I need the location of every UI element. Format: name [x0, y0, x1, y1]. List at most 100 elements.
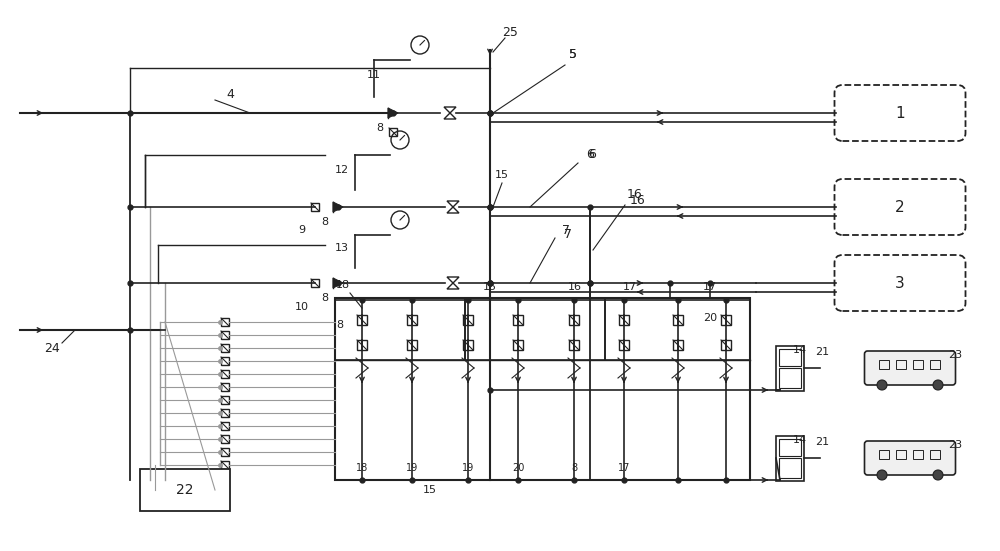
- Bar: [221, 344, 229, 352]
- Text: 7: 7: [562, 224, 570, 236]
- Bar: [221, 318, 229, 326]
- Text: 23: 23: [948, 440, 962, 450]
- Bar: [913, 450, 923, 459]
- Bar: [389, 128, 397, 136]
- Text: 1: 1: [895, 105, 905, 121]
- Text: 7: 7: [564, 229, 572, 241]
- Text: 22: 22: [176, 483, 194, 497]
- Bar: [930, 450, 940, 459]
- Bar: [721, 315, 731, 325]
- Text: 8: 8: [376, 123, 384, 133]
- Bar: [776, 435, 804, 480]
- Text: 16: 16: [630, 193, 646, 207]
- Text: 19: 19: [406, 463, 418, 473]
- Circle shape: [877, 470, 887, 480]
- Bar: [221, 370, 229, 378]
- Bar: [407, 340, 417, 350]
- Text: 18: 18: [356, 463, 368, 473]
- Text: 8: 8: [321, 217, 329, 227]
- Bar: [407, 315, 417, 325]
- Text: 25: 25: [502, 25, 518, 39]
- Text: 5: 5: [569, 48, 577, 62]
- Text: 15: 15: [423, 485, 437, 495]
- Text: 17: 17: [703, 282, 717, 292]
- Text: 8: 8: [571, 463, 577, 473]
- Bar: [513, 315, 523, 325]
- Bar: [221, 396, 229, 404]
- Bar: [779, 368, 801, 387]
- Text: 14: 14: [793, 435, 807, 445]
- Bar: [357, 315, 367, 325]
- Bar: [311, 203, 319, 211]
- Bar: [221, 448, 229, 456]
- Text: 13: 13: [335, 243, 349, 253]
- Text: 3: 3: [895, 276, 905, 290]
- Bar: [721, 340, 731, 350]
- Bar: [569, 340, 579, 350]
- Text: 9: 9: [298, 225, 306, 235]
- Polygon shape: [333, 202, 343, 212]
- Text: 11: 11: [367, 70, 381, 80]
- Circle shape: [933, 380, 943, 390]
- Text: 10: 10: [295, 302, 309, 312]
- Text: 17: 17: [623, 282, 637, 292]
- Bar: [335, 298, 750, 480]
- Text: 15: 15: [495, 170, 509, 180]
- Bar: [879, 360, 889, 369]
- Bar: [673, 340, 683, 350]
- Bar: [335, 298, 465, 360]
- Circle shape: [933, 470, 943, 480]
- Text: 8: 8: [336, 320, 344, 330]
- Text: 17: 17: [618, 463, 630, 473]
- Bar: [465, 298, 605, 360]
- Bar: [779, 439, 801, 456]
- Bar: [221, 357, 229, 365]
- FancyBboxPatch shape: [864, 351, 956, 385]
- Bar: [605, 298, 750, 360]
- Bar: [221, 422, 229, 430]
- Text: 5: 5: [569, 48, 577, 62]
- Polygon shape: [333, 278, 343, 288]
- Text: 23: 23: [948, 350, 962, 360]
- Text: 15: 15: [483, 282, 497, 292]
- Bar: [463, 315, 473, 325]
- Bar: [930, 360, 940, 369]
- Text: 21: 21: [815, 437, 829, 447]
- Text: 8: 8: [321, 293, 329, 303]
- Bar: [879, 450, 889, 459]
- Polygon shape: [388, 108, 398, 118]
- Text: 12: 12: [335, 165, 349, 175]
- Bar: [513, 340, 523, 350]
- Text: 20: 20: [703, 313, 717, 323]
- Bar: [357, 340, 367, 350]
- Text: 16: 16: [627, 188, 643, 202]
- Bar: [779, 457, 801, 478]
- Bar: [913, 360, 923, 369]
- Text: 16: 16: [568, 282, 582, 292]
- Bar: [140, 469, 230, 511]
- Text: 18: 18: [336, 280, 350, 290]
- Circle shape: [877, 380, 887, 390]
- Text: 6: 6: [588, 149, 596, 161]
- Bar: [896, 450, 906, 459]
- Bar: [896, 360, 906, 369]
- Text: 19: 19: [462, 463, 474, 473]
- Text: 21: 21: [815, 347, 829, 357]
- Text: 2: 2: [895, 199, 905, 214]
- Bar: [463, 340, 473, 350]
- Bar: [569, 315, 579, 325]
- Text: 20: 20: [512, 463, 524, 473]
- Bar: [221, 383, 229, 391]
- FancyBboxPatch shape: [864, 441, 956, 475]
- Bar: [221, 435, 229, 443]
- Bar: [619, 315, 629, 325]
- Bar: [221, 409, 229, 417]
- Text: 6: 6: [586, 149, 594, 161]
- Text: 24: 24: [44, 342, 60, 354]
- Bar: [221, 331, 229, 339]
- Bar: [311, 279, 319, 287]
- Bar: [673, 315, 683, 325]
- Bar: [619, 340, 629, 350]
- Text: 4: 4: [226, 89, 234, 101]
- Bar: [779, 349, 801, 366]
